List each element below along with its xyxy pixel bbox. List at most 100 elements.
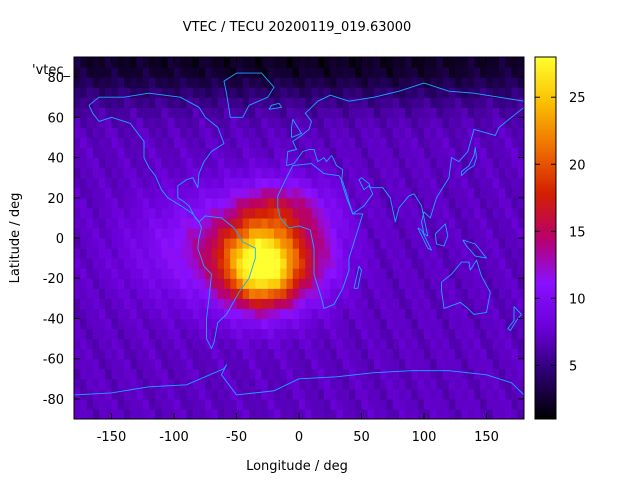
- heatmap-cell: [380, 398, 388, 410]
- heatmap-cell: [330, 167, 338, 179]
- heatmap-cell: [74, 338, 81, 350]
- heatmap-cell: [392, 127, 400, 139]
- heatmap-cell: [280, 217, 288, 229]
- heatmap-cell: [299, 338, 306, 350]
- heatmap-cell: [205, 328, 213, 340]
- heatmap-cell: [224, 67, 231, 78]
- heatmap-cell: [461, 217, 469, 229]
- heatmap-cell: [86, 87, 94, 98]
- heatmap-cell: [411, 368, 419, 380]
- heatmap-cell: [142, 388, 150, 400]
- heatmap-cell: [224, 288, 231, 299]
- heatmap-cell: [305, 97, 313, 108]
- heatmap-cell: [211, 207, 219, 219]
- heatmap-cell: [86, 117, 94, 128]
- heatmap-cell: [430, 177, 438, 189]
- heatmap-cell: [249, 197, 256, 209]
- heatmap-cell: [455, 127, 463, 139]
- heatmap-cell: [86, 398, 94, 410]
- heatmap-cell: [217, 67, 225, 78]
- heatmap-cell: [367, 348, 375, 360]
- heatmap-cell: [86, 57, 94, 68]
- heatmap-cell: [324, 258, 331, 269]
- heatmap-cell: [292, 187, 300, 199]
- heatmap-cell: [286, 348, 294, 360]
- heatmap-cell: [236, 197, 244, 209]
- heatmap-cell: [474, 197, 481, 209]
- heatmap-cell: [161, 378, 169, 390]
- heatmap-cell: [230, 87, 238, 98]
- heatmap-cell: [124, 398, 131, 410]
- heatmap-cell: [355, 398, 363, 410]
- heatmap-cell: [449, 217, 456, 229]
- heatmap-cell: [380, 348, 388, 360]
- heatmap-cell: [249, 77, 256, 88]
- heatmap-cell: [292, 398, 300, 410]
- heatmap-cell: [417, 207, 425, 219]
- heatmap-cell: [324, 238, 331, 249]
- coastline-borneo: [434, 223, 449, 247]
- heatmap-cell: [167, 278, 175, 289]
- heatmap-cell: [330, 258, 338, 269]
- heatmap-cell: [392, 378, 400, 390]
- heatmap-cell: [255, 227, 263, 239]
- heatmap-cell: [305, 67, 313, 78]
- heatmap-cell: [155, 187, 163, 199]
- heatmap-cell: [274, 368, 281, 380]
- heatmap-cell: [167, 137, 175, 149]
- heatmap-cell: [399, 147, 406, 159]
- heatmap-cell: [192, 57, 200, 68]
- colorbar-tick-label: 5: [569, 359, 577, 374]
- heatmap-cell: [349, 248, 356, 259]
- heatmap-cell: [192, 87, 200, 98]
- heatmap-cell: [517, 127, 524, 139]
- heatmap-cell: [311, 227, 319, 239]
- heatmap-cell: [317, 378, 325, 390]
- heatmap-cell: [486, 328, 494, 340]
- heatmap-cell: [405, 278, 413, 289]
- heatmap-cell: [286, 57, 294, 68]
- heatmap-cell: [161, 238, 169, 249]
- heatmap-cell: [411, 177, 419, 189]
- heatmap-cell: [517, 368, 524, 380]
- heatmap-cell: [499, 328, 506, 340]
- heatmap-cell: [105, 408, 113, 419]
- heatmap-cell: [417, 358, 425, 370]
- heatmap-cell: [442, 308, 450, 320]
- colorbar-tick-label: 20: [569, 158, 586, 173]
- heatmap-cell: [217, 238, 225, 249]
- heatmap-cell: [361, 207, 369, 219]
- heatmap-cell: [405, 57, 413, 68]
- heatmap-cell: [267, 238, 275, 249]
- heatmap-cell: [505, 77, 513, 88]
- heatmap-cell: [236, 258, 244, 269]
- y-tick-label: 0: [56, 232, 64, 247]
- heatmap-cell: [317, 137, 325, 149]
- heatmap-cell: [355, 157, 363, 169]
- heatmap-cell: [486, 227, 494, 239]
- heatmap-cell: [142, 127, 150, 139]
- heatmap-cell: [292, 378, 300, 390]
- heatmap-cell: [249, 328, 256, 340]
- heatmap-cell: [374, 167, 381, 179]
- heatmap-cell: [330, 318, 338, 330]
- heatmap-cell: [255, 97, 263, 108]
- heatmap-cell: [374, 348, 381, 360]
- heatmap-cell: [274, 288, 281, 299]
- heatmap-cell: [480, 298, 488, 309]
- heatmap-cell: [130, 328, 138, 340]
- heatmap-cell: [192, 67, 200, 78]
- heatmap-cell: [461, 318, 469, 330]
- heatmap-cell: [505, 278, 513, 289]
- heatmap-cell: [180, 207, 188, 219]
- heatmap-cell: [274, 157, 281, 169]
- heatmap-cell: [417, 338, 425, 350]
- heatmap-cell: [311, 298, 319, 309]
- heatmap-cell: [324, 157, 331, 169]
- heatmap-cell: [74, 248, 81, 259]
- heatmap-cell: [355, 268, 363, 279]
- heatmap-cell: [180, 368, 188, 380]
- heatmap-cell: [167, 87, 175, 98]
- heatmap-cell: [486, 358, 494, 370]
- heatmap-cell: [155, 288, 163, 299]
